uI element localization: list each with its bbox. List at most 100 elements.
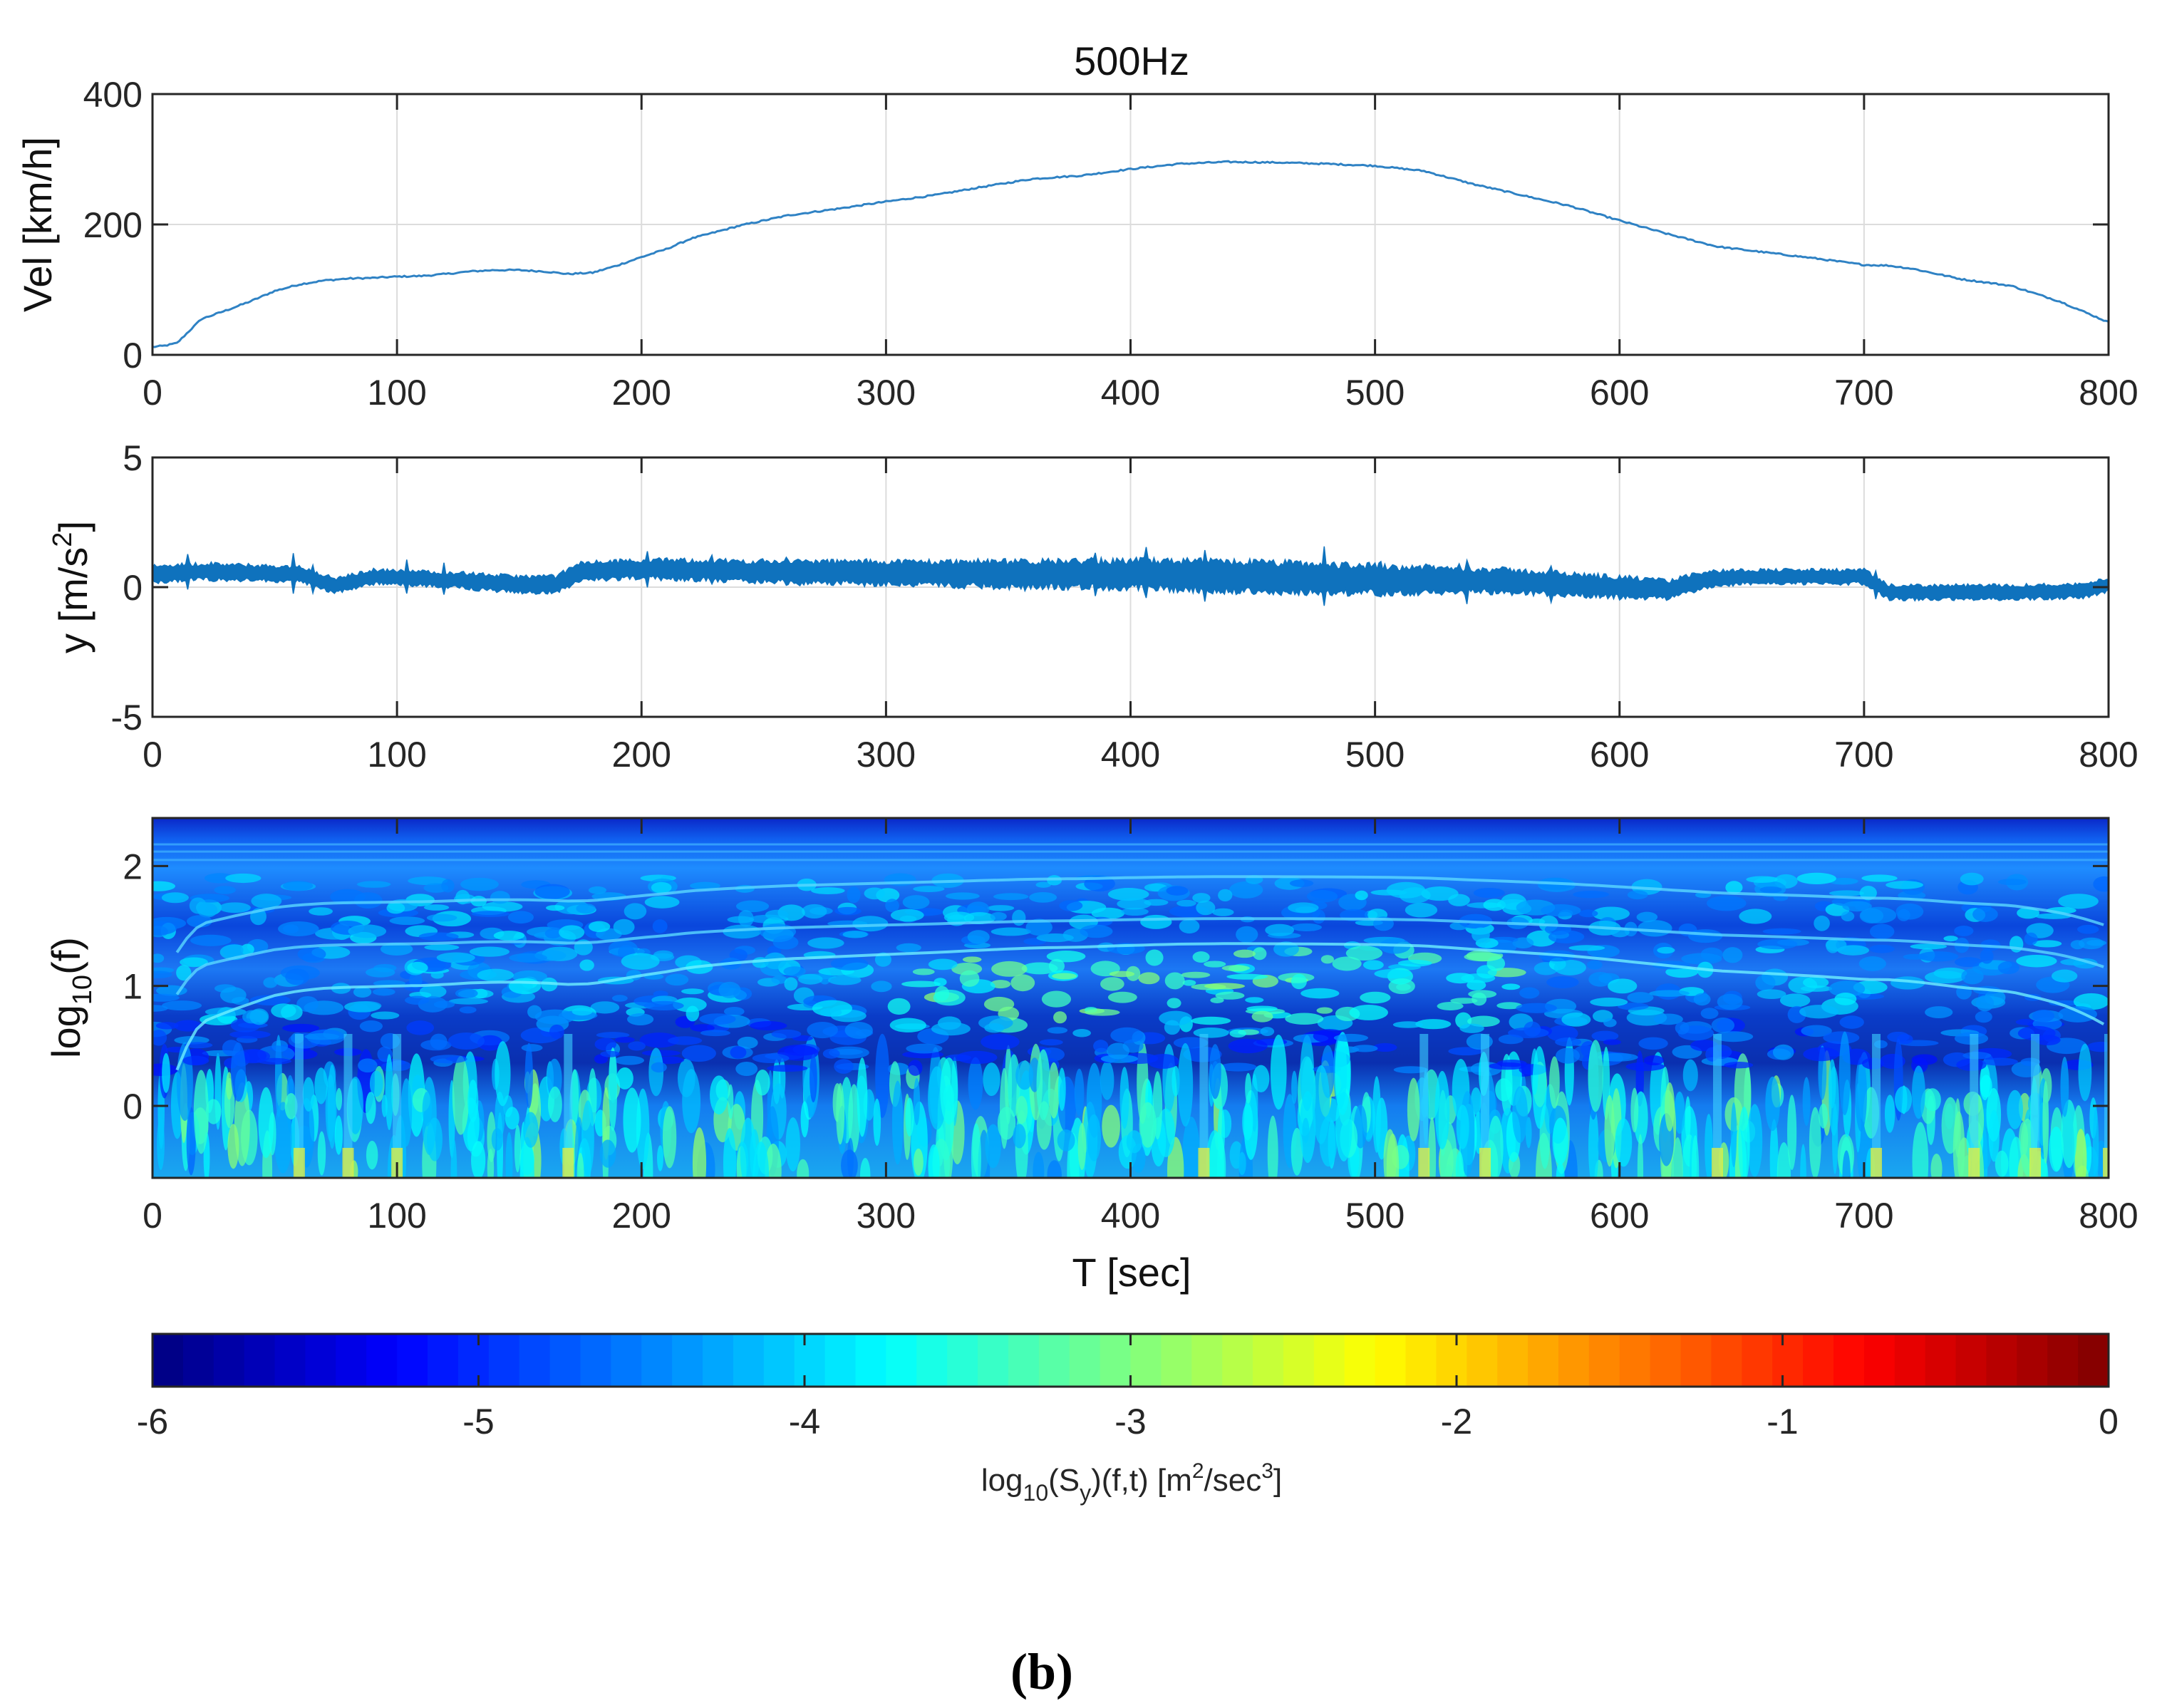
spectrogram-cell	[1335, 1092, 1352, 1161]
acc-xtick-label-0: 0	[143, 735, 162, 775]
colorbar-cell	[1650, 1334, 1682, 1387]
spectrogram-cell	[1627, 992, 1654, 1003]
spectrogram-cell	[1516, 1003, 1557, 1013]
vel-xtick-label-300: 300	[857, 373, 916, 413]
colorbar-cell	[641, 1334, 673, 1387]
spectrogram-cell	[576, 1152, 584, 1178]
spectrogram-cell	[967, 930, 990, 944]
spectrogram-cell	[258, 1087, 274, 1159]
spectrogram-cell	[1057, 1129, 1075, 1151]
spectrogram-cell	[1035, 881, 1052, 888]
spectrogram-cell	[1801, 1025, 1832, 1037]
spectrogram-cell	[1561, 1013, 1591, 1027]
spectrogram-cell	[1769, 1119, 1779, 1178]
spectrogram-cell	[524, 1042, 533, 1109]
spectrogram-cell	[334, 1115, 343, 1155]
spectrogram-cell	[1455, 1151, 1464, 1178]
spectrogram-cell	[193, 1070, 209, 1154]
spectrogram-cell	[752, 1142, 770, 1178]
spectrogram-cell	[274, 1102, 292, 1174]
spectrogram-cell	[1209, 1044, 1221, 1099]
spectrogram-cell	[885, 899, 899, 913]
spectrogram-cell	[1393, 1066, 1429, 1074]
spectrogram-cell	[1437, 1002, 1464, 1010]
spectrogram-cell	[1053, 1011, 1067, 1024]
vel-ytick-label-0: 0	[123, 336, 143, 376]
spectrogram-cell	[1176, 899, 1196, 907]
spectrogram-cell	[871, 980, 892, 993]
spectrogram-cell	[889, 1018, 926, 1032]
spectrogram-cell	[1918, 951, 1959, 962]
spectrogram-cell	[1145, 949, 1164, 966]
spectrogram-cell	[1842, 901, 1872, 912]
spectrogram-cell	[1013, 1124, 1026, 1149]
spectrogram-cell	[477, 968, 514, 982]
spectrogram-cell	[1219, 1062, 1257, 1072]
spectrogram-cell	[229, 1030, 271, 1039]
colorbar-cell	[763, 1334, 795, 1387]
spectrogram-cell	[1397, 959, 1432, 967]
spectrogram-cell	[1100, 1054, 1139, 1063]
acc-ytick-label-0: 0	[123, 568, 143, 608]
colorbar-cell	[1833, 1334, 1865, 1387]
spectrogram-cell	[740, 1117, 757, 1178]
spectrogram-cell	[1288, 902, 1319, 913]
spectrogram-cell	[422, 1091, 433, 1127]
spectrogram-cell	[1548, 1056, 1560, 1109]
spectrogram-cell	[1459, 1023, 1484, 1033]
spectrogram-cell	[200, 1013, 238, 1026]
colorbar-cell	[794, 1334, 826, 1387]
velocity-grid	[152, 93, 2109, 356]
spectrogram-cell	[1119, 1067, 1129, 1129]
spectrogram-cell	[353, 892, 383, 909]
spectrogram-cell	[1681, 953, 1722, 965]
spectrogram-cell	[1177, 1042, 1194, 1127]
spectrogram-cell	[317, 1131, 326, 1176]
spectrogram-cell	[1362, 960, 1384, 971]
colorbar-tick-label--6: -6	[137, 1402, 168, 1442]
spectrogram-cell	[1526, 930, 1557, 947]
spectrogram-cell	[353, 986, 372, 998]
spectrogram-cell	[227, 1124, 239, 1169]
spectrogram-cell	[841, 1149, 858, 1178]
spectrogram-cell	[1033, 1151, 1045, 1178]
spectrogram-cell	[928, 1144, 940, 1178]
spectrogram-cell	[1831, 1103, 1838, 1174]
spectrogram-cell	[1952, 1111, 1965, 1178]
colorbar-cell	[397, 1334, 429, 1387]
spectrogram-cell	[1730, 1102, 1737, 1168]
spectrogram-cell	[487, 1112, 496, 1163]
spectrogram-cell	[594, 1037, 617, 1051]
spectrogram-cell	[1386, 1133, 1400, 1178]
spectrogram-cell	[767, 1065, 808, 1072]
spectrogram-cell	[1246, 1005, 1278, 1012]
spectrogram-cell	[1345, 946, 1383, 961]
spectrogram-cell	[1755, 974, 1776, 991]
spectrogram-cell	[336, 1087, 343, 1111]
spectrogram-cell	[180, 957, 208, 968]
spectrogram-cell	[906, 1043, 943, 1054]
colorbar-cell	[580, 1334, 612, 1387]
spectrogram-cell	[1140, 914, 1172, 929]
spectrogram-cell	[1192, 893, 1211, 904]
spectrogram-cell	[1193, 1028, 1229, 1038]
spectrogram-cell	[852, 916, 889, 932]
spectrogram-cell	[1546, 1025, 1578, 1042]
spectrogram-cell	[623, 1087, 641, 1153]
colorbar-cell	[703, 1334, 734, 1387]
spectrogram-cell	[1152, 1071, 1163, 1139]
spectrogram-cell	[1512, 1086, 1528, 1143]
spectrogram-cell	[1496, 1002, 1523, 1010]
spectrogram-cell	[1630, 1087, 1639, 1133]
spectrogram-cell	[1757, 938, 1798, 950]
vel-xtick-label-200: 200	[612, 373, 671, 413]
spectrogram-cell	[1164, 972, 1185, 990]
spectrogram-cell	[735, 1062, 758, 1076]
spectrogram-cell	[1776, 1142, 1791, 1178]
spectrogram-ylabel: log10(f)	[43, 937, 98, 1058]
colorbar-cell	[152, 1334, 184, 1387]
spectrogram-cell	[692, 1127, 707, 1178]
colorbar-cell	[1405, 1334, 1437, 1387]
spectrogram-cell	[1147, 1053, 1179, 1069]
spectrogram-cell	[1289, 879, 1314, 887]
